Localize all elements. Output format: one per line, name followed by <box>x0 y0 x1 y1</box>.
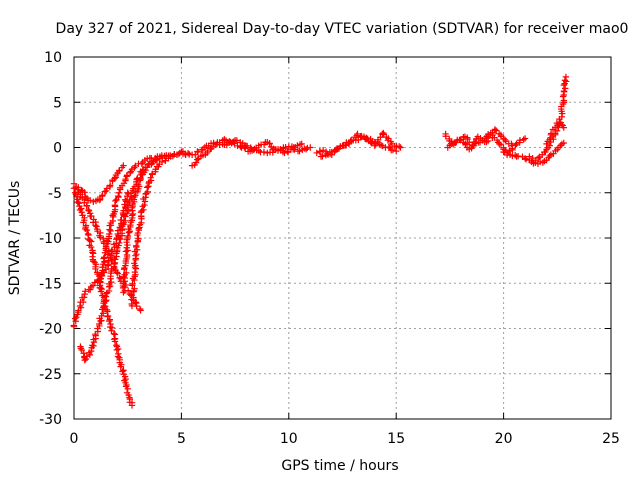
x-tick-label: 5 <box>177 431 186 447</box>
y-tick-label: -25 <box>39 367 62 383</box>
x-tick-label: 10 <box>280 431 298 447</box>
x-axis-label: GPS time / hours <box>281 458 398 474</box>
chart-title: Day 327 of 2021, Sidereal Day-to-day VTE… <box>56 21 629 37</box>
chart-background <box>0 0 640 480</box>
x-tick-label: 15 <box>387 431 405 447</box>
y-axis-label: SDTVAR / TECUs <box>7 181 23 296</box>
chart-container: 0 5 10 15 20 25 -30 -25 -20 -15 -10 -5 0 5 10 Day 327 … <box>0 0 640 480</box>
y-tick-label: 5 <box>53 95 62 111</box>
y-tick-label: -15 <box>39 276 62 292</box>
y-tick-label: 0 <box>53 141 62 157</box>
x-tick-label: 0 <box>70 431 79 447</box>
x-tick-label: 25 <box>602 431 620 447</box>
x-tick-label: 20 <box>495 431 513 447</box>
y-tick-label: -5 <box>48 186 62 202</box>
y-tick-label: -10 <box>39 231 62 247</box>
y-tick-label: -30 <box>39 412 62 428</box>
sdtvar-scatter-chart: 0 5 10 15 20 25 -30 -25 -20 -15 -10 -5 0 5 10 Day 327 … <box>0 0 640 480</box>
y-tick-label: -20 <box>39 322 62 338</box>
y-tick-label: 10 <box>44 50 62 66</box>
